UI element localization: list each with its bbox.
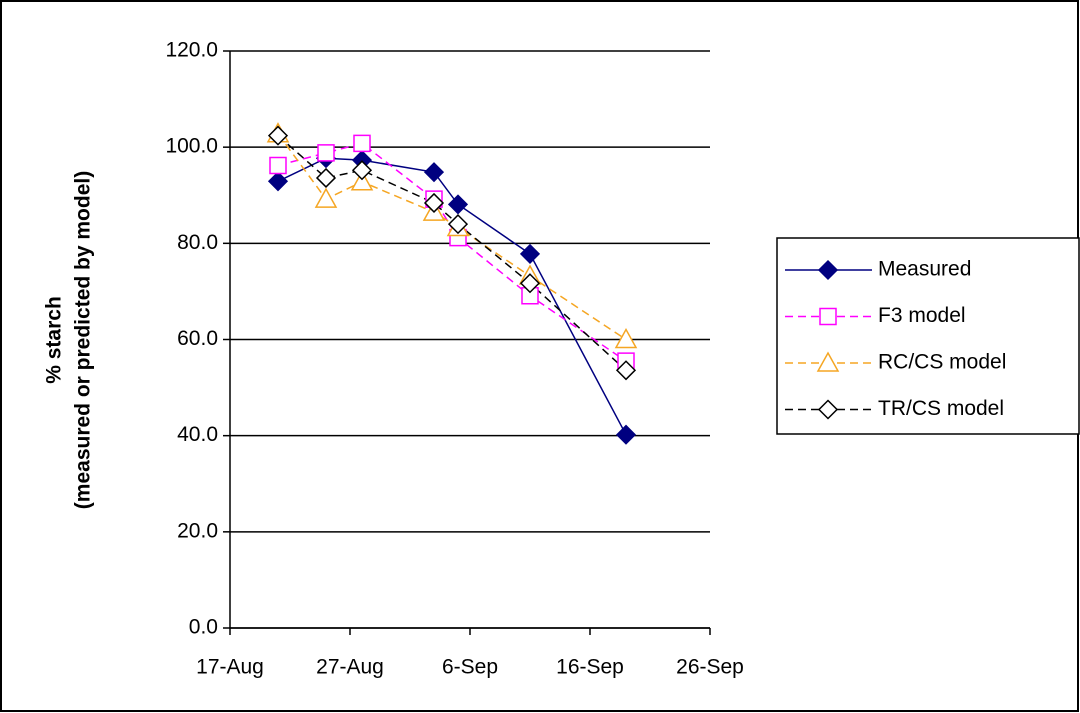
y-axis-label: % starch	[43, 296, 66, 384]
marker	[267, 125, 289, 146]
y-tick-label: 60.0	[177, 327, 218, 350]
marker	[519, 243, 541, 264]
x-tick-label: 26-Sep	[676, 656, 744, 679]
legend-label: RC/CS model	[878, 351, 1006, 374]
marker	[423, 162, 445, 183]
y-axis-label: (measured or predicted by model)	[72, 171, 95, 509]
marker	[817, 399, 839, 420]
y-tick-label: 40.0	[177, 423, 218, 446]
x-tick-label: 17-Aug	[196, 656, 264, 679]
marker	[519, 273, 541, 294]
marker	[615, 424, 637, 445]
x-tick-label: 16-Sep	[556, 656, 624, 679]
marker	[614, 327, 638, 349]
y-tick-label: 80.0	[177, 231, 218, 254]
marker	[817, 259, 839, 281]
marker	[317, 144, 335, 162]
marker	[447, 214, 469, 235]
marker	[615, 360, 637, 381]
marker	[314, 187, 338, 208]
marker	[816, 351, 840, 372]
marker	[269, 156, 287, 175]
y-tick-label: 100.0	[165, 135, 218, 158]
marker	[350, 170, 374, 191]
marker	[315, 167, 337, 189]
marker	[351, 160, 373, 181]
legend-label: Measured	[878, 258, 971, 281]
marker	[819, 307, 837, 326]
marker	[353, 134, 371, 153]
legend-label: TR/CS model	[878, 397, 1004, 420]
legend-label: F3 model	[878, 304, 966, 327]
x-tick-label: 6-Sep	[442, 656, 498, 679]
y-tick-label: 0.0	[189, 616, 218, 639]
marker	[267, 171, 289, 192]
y-tick-label: 20.0	[177, 519, 218, 542]
y-tick-label: 120.0	[165, 39, 218, 62]
x-tick-label: 27-Aug	[316, 656, 384, 679]
marker	[423, 192, 445, 214]
marker	[447, 194, 469, 215]
